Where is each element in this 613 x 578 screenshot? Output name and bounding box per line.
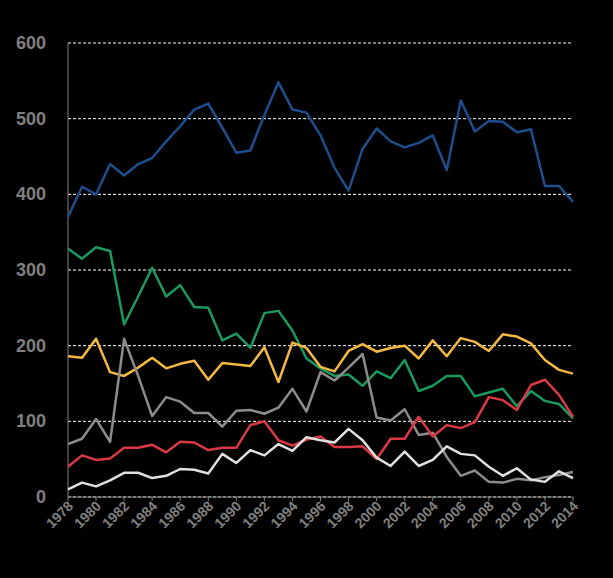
x-tick <box>404 497 405 501</box>
grid-line <box>68 345 573 346</box>
x-tick-label: 1992 <box>239 498 272 531</box>
x-tick-label: 1986 <box>155 498 188 531</box>
x-tick <box>124 497 125 501</box>
x-tick <box>96 497 97 501</box>
x-tick-label: 2008 <box>464 498 497 531</box>
x-tick-label: 1978 <box>43 498 76 531</box>
x-tick-label: 2014 <box>548 498 581 531</box>
x-tick-label: 1998 <box>323 498 356 531</box>
y-tick-label: 500 <box>16 109 46 129</box>
chart: 0100200300400500600197819801982198419861… <box>0 0 613 578</box>
x-tick-label: 1982 <box>99 498 132 531</box>
x-tick-label: 1988 <box>183 498 216 531</box>
y-tick-label: 300 <box>16 260 46 280</box>
y-tick-label: 100 <box>16 411 46 431</box>
series-line <box>68 82 573 217</box>
series-line <box>68 380 573 467</box>
grid-line <box>68 270 573 271</box>
x-tick <box>208 497 209 501</box>
x-tick <box>516 497 517 501</box>
y-axis <box>68 43 69 497</box>
y-tick-label: 200 <box>16 336 46 356</box>
x-tick-label: 2010 <box>492 498 525 531</box>
y-tick-label: 0 <box>36 487 46 507</box>
x-tick-label: 2000 <box>351 498 384 531</box>
grid-line <box>68 194 573 195</box>
y-tick-label: 400 <box>16 184 46 204</box>
x-tick-label: 1996 <box>295 498 328 531</box>
x-tick-label: 1980 <box>71 498 104 531</box>
grid-line <box>68 421 573 422</box>
x-tick-label: 1994 <box>267 498 300 531</box>
x-tick-label: 1990 <box>211 498 244 531</box>
x-tick <box>488 497 489 501</box>
y-tick-label: 600 <box>16 33 46 53</box>
x-tick <box>236 497 237 501</box>
x-tick <box>264 497 265 501</box>
grid-line <box>68 118 573 119</box>
x-tick-label: 2006 <box>436 498 469 531</box>
x-tick <box>573 497 574 501</box>
x-tick <box>292 497 293 501</box>
x-tick <box>544 497 545 501</box>
x-tick <box>348 497 349 501</box>
series-line <box>68 339 573 483</box>
x-tick <box>180 497 181 501</box>
x-tick <box>152 497 153 501</box>
x-tick <box>376 497 377 501</box>
x-tick-label: 2002 <box>379 498 412 531</box>
x-tick-label: 1984 <box>127 498 160 531</box>
grid-line <box>68 43 573 44</box>
x-tick <box>320 497 321 501</box>
plot-area <box>68 82 573 489</box>
x-tick-label: 2012 <box>520 498 553 531</box>
x-tick <box>432 497 433 501</box>
series-line <box>68 429 573 490</box>
x-tick <box>68 497 69 501</box>
x-tick-label: 2004 <box>407 498 440 531</box>
x-tick <box>460 497 461 501</box>
